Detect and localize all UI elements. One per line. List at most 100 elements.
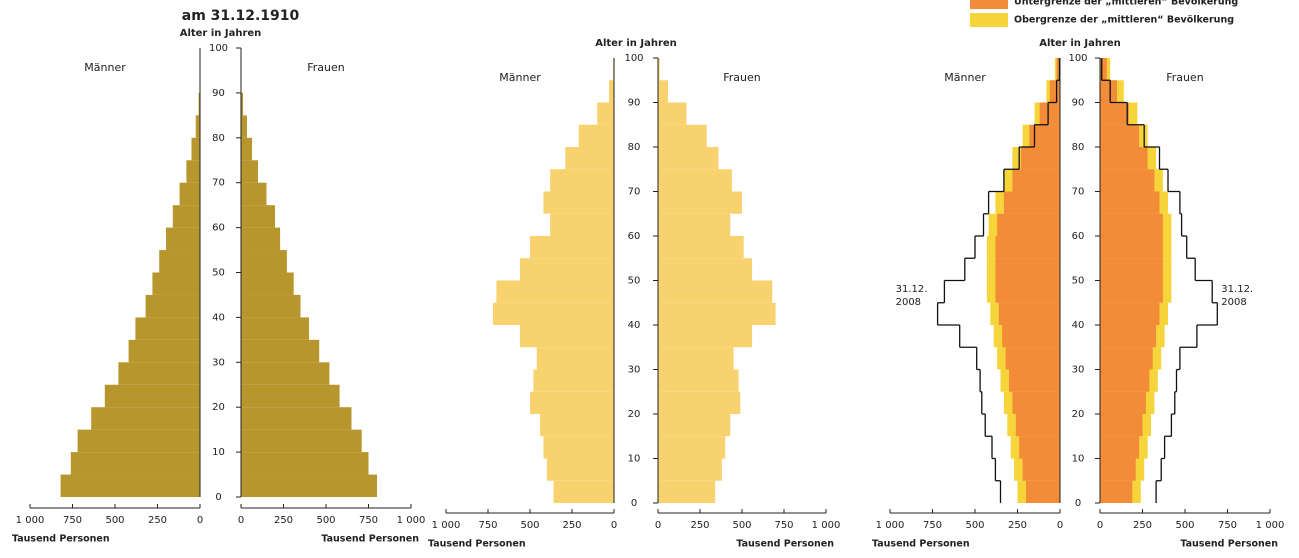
age-tick-label: 90: [628, 98, 641, 109]
x-tick-label: 250: [148, 515, 167, 526]
age-tick-label: 80: [628, 142, 641, 153]
age-tick-label: 90: [212, 88, 225, 99]
bar: [1009, 369, 1060, 392]
bar: [1012, 391, 1060, 414]
bar: [1012, 169, 1060, 192]
bar: [241, 317, 309, 340]
bar: [1100, 436, 1140, 459]
bar: [608, 80, 614, 103]
x-tick-label: 500: [1175, 520, 1194, 531]
bar: [1056, 58, 1060, 81]
bar: [530, 391, 614, 414]
age-tick-label: 10: [628, 454, 641, 465]
age-tick-label: 100: [1068, 53, 1087, 64]
bar: [658, 391, 741, 414]
bar: [1005, 347, 1060, 370]
bar: [546, 458, 614, 481]
age-tick-label: 20: [1072, 409, 1085, 420]
age-tick-label: 70: [1072, 187, 1085, 198]
bar: [658, 414, 731, 437]
age-axis-label: Alter in Jahren: [1039, 38, 1121, 49]
bar: [152, 272, 200, 295]
bar: [241, 115, 247, 138]
bar: [198, 92, 200, 116]
x-tick-label: 0: [1097, 520, 1103, 531]
bar: [166, 227, 200, 251]
bar: [1100, 302, 1160, 325]
bar: [1100, 258, 1163, 281]
x-tick-label: 250: [1008, 520, 1027, 531]
x-tick-label: 500: [316, 515, 335, 526]
bar: [1100, 213, 1163, 236]
age-tick-label: 0: [215, 492, 221, 503]
bar: [60, 474, 200, 497]
bar: [77, 429, 200, 453]
bar: [658, 58, 660, 81]
bar: [135, 317, 200, 340]
x-axis-label: Tausend Personen: [12, 534, 110, 545]
x-axis-label: Tausend Personen: [736, 539, 834, 550]
bar: [241, 429, 362, 453]
series-annotation: 31.12.: [1221, 284, 1253, 295]
bar: [241, 339, 320, 363]
bar: [533, 369, 614, 392]
age-tick-label: 80: [212, 133, 225, 144]
age-tick-label: 10: [212, 447, 225, 458]
age-tick-label: 80: [1072, 142, 1085, 153]
bar: [1100, 124, 1140, 147]
bar: [1100, 169, 1155, 192]
x-tick-label: 1 000: [876, 520, 905, 531]
bar: [536, 347, 614, 370]
x-tick-label: 250: [562, 520, 581, 531]
bar: [118, 362, 200, 385]
age-tick-label: 90: [1072, 98, 1085, 109]
bar: [995, 280, 1060, 303]
bar: [1100, 347, 1153, 370]
x-tick-label: 250: [1133, 520, 1152, 531]
bar: [241, 137, 253, 161]
bar: [241, 452, 369, 475]
x-tick-label: 0: [655, 520, 661, 531]
bar: [186, 160, 200, 183]
x-tick-label: 0: [1057, 520, 1063, 531]
x-tick-label: 0: [611, 520, 617, 531]
bar: [1100, 80, 1117, 103]
bar: [179, 182, 200, 206]
x-tick-label: 0: [238, 515, 244, 526]
bar: [530, 236, 614, 259]
bar: [998, 302, 1060, 325]
x-tick-label: 1 000: [397, 515, 426, 526]
bar: [658, 102, 687, 125]
series-annotation: 2008: [1221, 297, 1246, 308]
legend-label: Untergrenze der „mittleren“ Bevölkerung: [1014, 0, 1238, 8]
bar: [540, 414, 614, 437]
left-label: Männer: [499, 71, 541, 84]
bar: [1003, 191, 1060, 214]
legend-label: Obergrenze der „mittleren“ Bevölkerung: [1014, 15, 1234, 26]
age-tick-label: 30: [212, 357, 225, 368]
bar: [658, 191, 742, 214]
bar: [1022, 458, 1060, 481]
bar: [241, 205, 275, 228]
x-tick-label: 500: [965, 520, 984, 531]
bar: [658, 325, 753, 348]
bar: [241, 92, 244, 116]
bar: [241, 227, 281, 251]
bar: [1100, 480, 1133, 503]
right-label: Frauen: [1166, 71, 1204, 84]
bar: [658, 213, 731, 236]
bar: [1049, 80, 1060, 103]
bar: [658, 147, 719, 170]
x-tick-label: 750: [359, 515, 378, 526]
age-tick-label: 30: [1072, 365, 1085, 376]
x-tick-label: 750: [774, 520, 793, 531]
bar: [241, 182, 267, 206]
age-tick-label: 70: [212, 178, 225, 189]
age-tick-label: 20: [212, 402, 225, 413]
bar: [241, 272, 294, 295]
bar: [1100, 369, 1150, 392]
x-tick-label: 750: [1218, 520, 1237, 531]
bar: [1100, 391, 1146, 414]
bar: [658, 236, 744, 259]
age-tick-label: 100: [624, 53, 643, 64]
